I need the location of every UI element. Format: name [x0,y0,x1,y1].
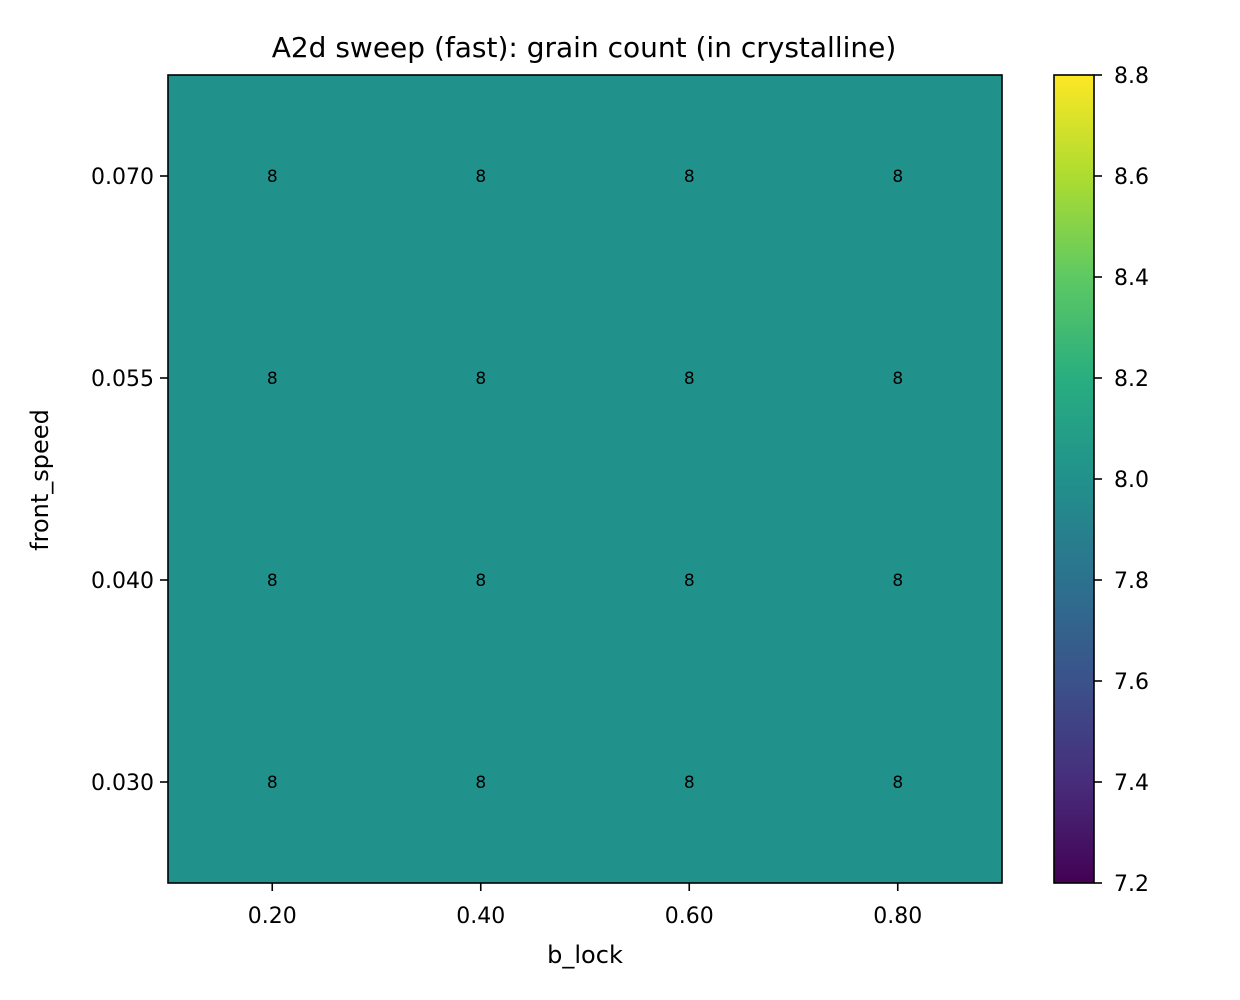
heatmap-cell [585,479,794,682]
heatmap-cell [793,277,1003,480]
cell-value-label: 8 [684,167,695,187]
heatmap-cell [168,681,377,884]
cell-value-label: 8 [267,167,278,187]
cell-value-label: 8 [892,773,903,793]
colorbar-ticks: 7.2 7.4 7.6 7.8 8.0 8.2 8.4 8.6 8.8 [1094,64,1149,897]
cell-value-label: 8 [892,571,903,591]
x-tick-label: 0.20 [248,904,297,929]
heatmap-cells [168,75,1003,884]
cell-value-label: 8 [475,369,486,389]
y-axis-ticks: 0.030 0.040 0.055 0.070 [91,165,168,796]
x-tick-label: 0.40 [456,904,505,929]
y-tick-label: 0.040 [91,569,154,594]
cell-value-label: 8 [475,571,486,591]
heatmap-cell [168,75,377,278]
cell-value-label: 8 [267,369,278,389]
colorbar-tick-label: 7.6 [1114,670,1149,695]
heatmap-cell-labels: 8 8 8 8 8 8 8 8 8 8 8 8 8 8 8 8 [267,167,903,793]
colorbar-tick-label: 7.2 [1114,872,1149,897]
y-tick-label: 0.030 [91,771,154,796]
cell-value-label: 8 [475,167,486,187]
plot-frame [167,74,1003,884]
x-axis-ticks: 0.20 0.40 0.60 0.80 [248,883,922,929]
cell-value-label: 8 [892,167,903,187]
heatmap-cell [585,75,794,278]
colorbar-tick-label: 8.4 [1114,266,1149,291]
x-axis-label: b_lock [547,941,623,969]
cell-value-label: 8 [684,773,695,793]
colorbar-tick-label: 7.8 [1114,569,1149,594]
heatmap-cell [376,277,586,480]
y-axis-label: front_speed [26,409,54,551]
heatmap-cell [376,75,586,278]
y-tick-label: 0.055 [91,367,154,392]
heatmap-cell [376,479,586,682]
heatmap-cell [168,479,377,682]
cell-value-label: 8 [684,369,695,389]
colorbar [1053,74,1095,884]
x-tick-label: 0.80 [873,904,922,929]
colorbar-tick-label: 8.8 [1114,64,1149,89]
heatmap-cell [793,681,1003,884]
cell-value-label: 8 [267,571,278,591]
colorbar-tick-label: 8.6 [1114,165,1149,190]
y-tick-label: 0.070 [91,165,154,190]
heatmap-cell [793,479,1003,682]
heatmap-cell [376,681,586,884]
heatmap-cell [168,277,377,480]
heatmap-cell [585,681,794,884]
cell-value-label: 8 [475,773,486,793]
x-tick-label: 0.60 [665,904,714,929]
colorbar-tick-label: 8.0 [1114,468,1149,493]
cell-value-label: 8 [892,369,903,389]
colorbar-tick-label: 8.2 [1114,367,1149,392]
colorbar-tick-label: 7.4 [1114,771,1149,796]
heatmap-cell [585,277,794,480]
cell-value-label: 8 [684,571,695,591]
cell-value-label: 8 [267,773,278,793]
heatmap-cell [793,75,1003,278]
chart-title: A2d sweep (fast): grain count (in crysta… [272,31,897,64]
